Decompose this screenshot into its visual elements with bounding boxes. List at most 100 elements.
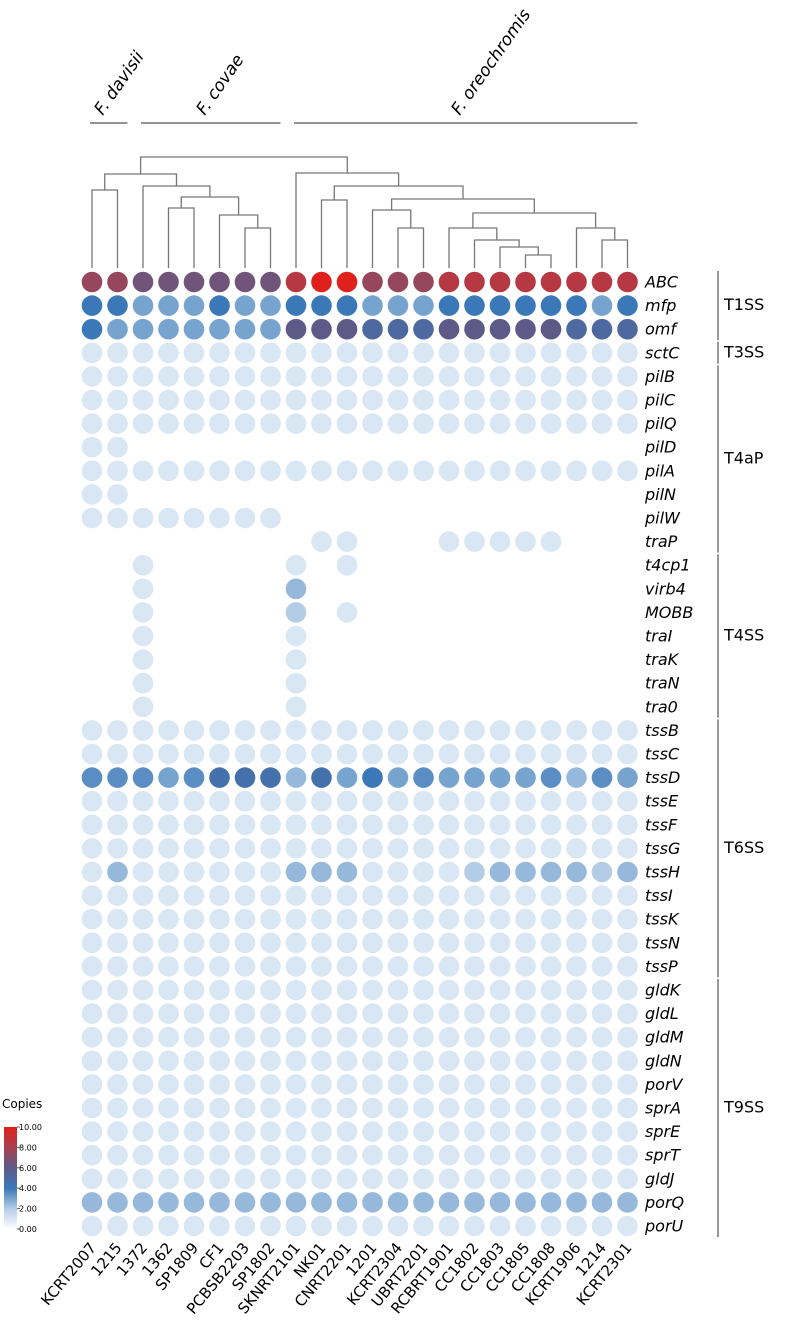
heat-cell (591, 295, 613, 316)
heat-cell (107, 790, 128, 812)
heat-cell (489, 1215, 511, 1237)
heat-cell (387, 814, 409, 836)
heat-cell (540, 1192, 562, 1213)
heat-cell (387, 271, 409, 293)
heat-cell (107, 366, 128, 387)
heat-cell (209, 767, 230, 788)
heat-cell (336, 956, 358, 977)
heat-cell (413, 743, 434, 765)
heat-cell (489, 814, 511, 836)
heat-cell (81, 1097, 103, 1119)
heat-cell (209, 413, 230, 434)
heat-cell (107, 342, 128, 364)
heat-cell (438, 1026, 460, 1048)
heat-cell (285, 1003, 307, 1024)
color-tick-label: 10.00 (19, 1123, 42, 1132)
row-label: porU (644, 1217, 684, 1236)
heat-cell (617, 814, 638, 836)
heat-cell (515, 956, 536, 977)
heat-cell (132, 318, 154, 340)
heat-cell (336, 318, 358, 340)
heat-cell (617, 861, 638, 883)
row-label: porQ (644, 1193, 684, 1212)
heat-cell (617, 1097, 638, 1119)
heat-cell (81, 790, 103, 812)
heat-cell (107, 861, 128, 883)
heat-cell (234, 460, 256, 482)
heat-cell (234, 1121, 256, 1142)
heat-cell (183, 1097, 205, 1119)
heat-cell (540, 271, 562, 293)
row-label: pilN (644, 485, 676, 504)
heat-cell (158, 956, 179, 977)
heat-cell (107, 484, 128, 505)
row-label: gldK (645, 981, 682, 1000)
heat-cell (132, 696, 154, 718)
row-label: omf (645, 320, 678, 339)
heat-cell (260, 460, 281, 482)
heat-cell (566, 413, 587, 434)
heat-cell (515, 1168, 536, 1190)
heat-cell (413, 1074, 434, 1095)
heat-cell (489, 1168, 511, 1190)
heat-cell (617, 1050, 638, 1072)
heat-cell (132, 885, 154, 906)
system-label: T9SS (723, 1098, 764, 1117)
heat-cell (183, 318, 205, 340)
heat-cell (311, 389, 332, 411)
heat-cell (617, 1074, 638, 1095)
heat-cell (362, 295, 383, 316)
heat-cell (285, 602, 307, 623)
heat-cell (285, 342, 307, 364)
heat-cell (260, 1168, 281, 1190)
heat-cell (158, 1026, 179, 1048)
heat-cell (209, 720, 230, 741)
heat-cell (260, 932, 281, 954)
row-label: porV (644, 1075, 684, 1094)
heat-cell (464, 790, 485, 812)
heat-cell (566, 932, 587, 954)
heat-cell (107, 460, 128, 482)
heat-cell (107, 436, 128, 458)
heat-cell (183, 814, 205, 836)
heat-cell (158, 885, 179, 906)
heat-cell (413, 1050, 434, 1072)
heat-cell (515, 342, 536, 364)
heat-cell (617, 1215, 638, 1237)
heat-cell (336, 295, 358, 316)
heat-cell (336, 885, 358, 906)
heat-cell (566, 838, 587, 859)
row-label: pilB (644, 367, 675, 386)
heat-cell (438, 1168, 460, 1190)
heat-cell (362, 908, 383, 930)
heat-cell (311, 531, 332, 552)
heat-cell (336, 413, 358, 434)
row-label: virb4 (645, 579, 686, 598)
heat-cell (489, 342, 511, 364)
heat-cell (132, 1192, 154, 1213)
heat-cell (464, 767, 485, 788)
heat-cell (311, 1192, 332, 1213)
heat-cell (362, 389, 383, 411)
color-bar (4, 1127, 17, 1229)
heat-cell (260, 342, 281, 364)
heat-cell (311, 956, 332, 977)
heat-cell (617, 956, 638, 977)
row-label: pilC (644, 391, 676, 410)
heat-cell (132, 625, 154, 647)
heat-cell (489, 1050, 511, 1072)
row-label: tssD (645, 768, 680, 787)
heat-cell (209, 956, 230, 977)
heat-cell (183, 743, 205, 765)
heat-cell (591, 342, 613, 364)
heat-cell (107, 389, 128, 411)
heat-cell (489, 767, 511, 788)
heat-cell (515, 979, 536, 1001)
heat-cell (438, 342, 460, 364)
heat-cell (617, 720, 638, 741)
heat-cell (362, 885, 383, 906)
heat-cell (438, 814, 460, 836)
heat-cell (132, 979, 154, 1001)
row-label: traI (645, 627, 673, 646)
heat-cell (387, 460, 409, 482)
